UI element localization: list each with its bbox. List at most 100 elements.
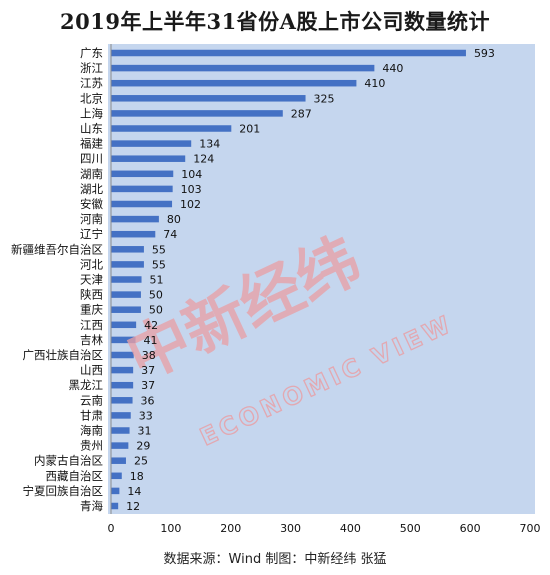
bar-广西壮族自治区	[111, 351, 134, 359]
bar-湖北	[111, 185, 173, 193]
category-label: 重庆	[80, 303, 103, 317]
bar-河南	[111, 215, 159, 223]
category-label: 天津	[80, 273, 103, 287]
value-label: 37	[141, 364, 155, 377]
value-label: 134	[199, 138, 220, 151]
category-label: 海南	[80, 424, 103, 438]
x-tick-label: 500	[400, 522, 421, 535]
category-label: 新疆维吾尔自治区	[11, 242, 103, 256]
value-label: 50	[149, 289, 163, 302]
category-label: 贵州	[80, 439, 103, 453]
category-label: 河南	[80, 212, 103, 226]
bar-新疆维吾尔自治区	[111, 246, 144, 253]
value-label: 593	[474, 47, 495, 60]
category-label: 江西	[80, 318, 103, 332]
value-label: 55	[152, 243, 166, 256]
value-label: 103	[181, 183, 202, 196]
category-label: 江苏	[80, 76, 103, 90]
category-label: 福建	[80, 137, 103, 151]
chart-title: 2019年上半年31省份A股上市公司数量统计	[60, 9, 490, 34]
bar-宁夏回族自治区	[111, 487, 120, 495]
category-label: 安徽	[80, 197, 103, 211]
value-label: 14	[127, 485, 141, 498]
category-label: 山东	[80, 122, 103, 136]
bar-天津	[111, 276, 142, 283]
value-label: 29	[136, 440, 150, 453]
bar-山东	[111, 125, 232, 132]
x-tick-label: 200	[220, 522, 241, 535]
category-label: 陕西	[80, 288, 103, 302]
category-label: 西藏自治区	[46, 469, 104, 483]
value-label: 12	[126, 500, 140, 513]
value-label: 33	[139, 409, 153, 422]
value-label: 102	[180, 198, 201, 211]
bar-重庆	[111, 306, 141, 313]
category-label: 四川	[80, 152, 103, 166]
bar-广东	[111, 49, 466, 57]
bars-layer	[111, 49, 466, 510]
bar-陕西	[111, 291, 141, 298]
x-tick-label: 400	[340, 522, 361, 535]
bar-甘肃	[111, 412, 131, 419]
value-label: 80	[167, 213, 181, 226]
category-label: 山西	[80, 363, 103, 377]
value-label: 51	[150, 274, 164, 287]
bar-西藏自治区	[111, 472, 122, 480]
value-label: 38	[142, 349, 156, 362]
category-label: 甘肃	[80, 408, 103, 422]
value-label: 410	[364, 77, 385, 90]
category-label: 辽宁	[80, 227, 103, 241]
bar-内蒙古自治区	[111, 457, 126, 464]
bar-海南	[111, 427, 130, 434]
bar-浙江	[111, 64, 375, 72]
value-label: 287	[291, 107, 312, 120]
value-label: 55	[152, 258, 166, 271]
category-label: 湖南	[80, 167, 103, 181]
category-label: 云南	[80, 393, 103, 407]
value-label: 18	[130, 470, 144, 483]
bar-北京	[111, 95, 306, 102]
bar-青海	[111, 502, 119, 510]
category-label: 宁夏回族自治区	[23, 484, 104, 498]
x-tick-label: 300	[280, 522, 301, 535]
value-label: 37	[141, 379, 155, 392]
bar-安徽	[111, 200, 173, 208]
category-label: 黑龙江	[69, 378, 104, 392]
category-label: 广东	[80, 46, 103, 60]
category-label: 广西壮族自治区	[23, 348, 104, 362]
bar-云南	[111, 397, 133, 404]
bar-黑龙江	[111, 381, 134, 389]
plot-background	[108, 44, 535, 514]
category-label: 吉林	[80, 333, 103, 347]
category-label: 内蒙古自治区	[34, 454, 103, 468]
value-label: 36	[141, 394, 155, 407]
value-label: 41	[144, 334, 158, 347]
category-label: 青海	[80, 499, 103, 513]
category-label: 湖北	[80, 182, 103, 196]
bar-福建	[111, 140, 192, 147]
bar-河北	[111, 261, 144, 268]
value-label: 104	[181, 168, 202, 181]
bar-四川	[111, 155, 186, 162]
bar-贵州	[111, 442, 129, 449]
bar-吉林	[111, 336, 136, 344]
value-label: 74	[163, 228, 177, 241]
bar-辽宁	[111, 230, 156, 238]
value-label: 31	[138, 425, 152, 438]
value-label: 325	[314, 92, 335, 105]
bar-江西	[111, 321, 137, 329]
x-tick-label: 600	[460, 522, 481, 535]
value-label: 124	[193, 153, 214, 166]
x-tick-label: 100	[160, 522, 181, 535]
x-tick-label: 700	[520, 522, 541, 535]
value-label: 201	[239, 123, 260, 136]
value-label: 25	[134, 455, 148, 468]
bar-山西	[111, 366, 134, 374]
category-label: 河北	[80, 257, 103, 271]
source-note: 数据来源：Wind 制图：中新经纬 张猛	[163, 552, 387, 567]
value-label: 440	[382, 62, 403, 75]
x-tick-label: 0	[108, 522, 115, 535]
bar-湖南	[111, 170, 174, 178]
value-label: 50	[149, 304, 163, 317]
